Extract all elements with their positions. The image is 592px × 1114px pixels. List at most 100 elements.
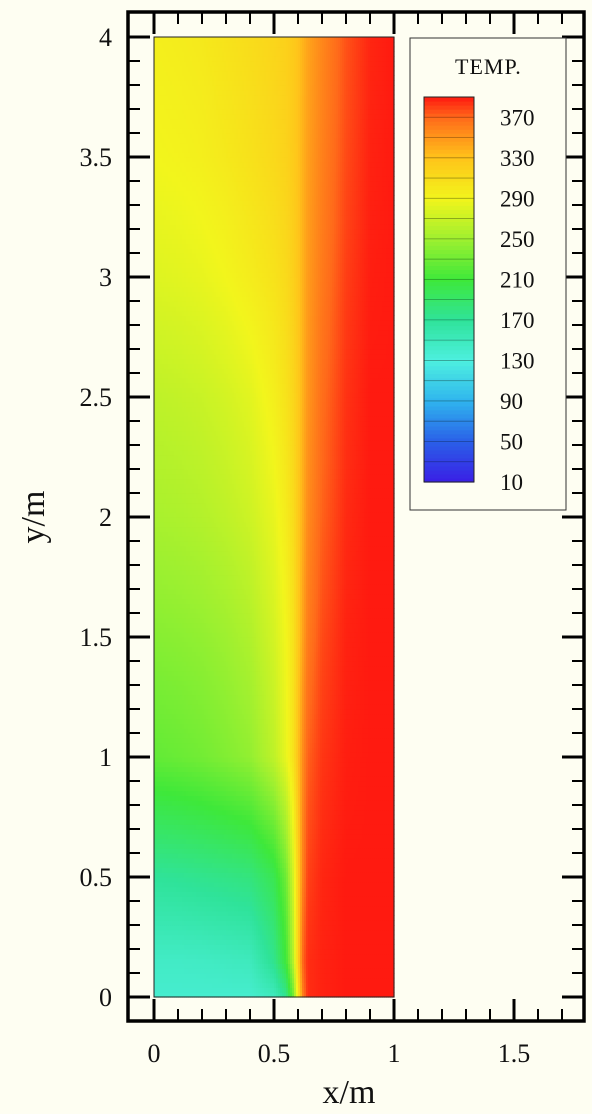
field-cell <box>284 862 287 868</box>
field-cell <box>212 977 215 984</box>
field-cell <box>392 857 395 864</box>
field-cell <box>166 853 169 859</box>
field-cell <box>232 982 235 988</box>
field-cell <box>354 958 357 964</box>
field-cell <box>186 891 189 897</box>
field-cell <box>154 939 157 945</box>
field-cell <box>280 886 283 892</box>
field-cell <box>192 910 195 916</box>
field-cell <box>250 987 253 993</box>
field-cell <box>308 992 311 998</box>
field-cell <box>256 944 259 950</box>
field-cell <box>186 853 189 859</box>
field-cell <box>384 848 387 854</box>
field-cell <box>350 915 353 921</box>
field-cell <box>358 848 361 854</box>
field-cell <box>376 987 379 993</box>
field-cell <box>176 848 179 854</box>
field-cell <box>284 896 287 902</box>
field-cell <box>350 953 353 960</box>
field-cell <box>238 944 241 950</box>
field-cell <box>186 992 189 998</box>
field-cell <box>196 915 199 921</box>
field-cell <box>240 881 243 888</box>
field-cell <box>202 953 205 960</box>
field-cell <box>344 867 347 873</box>
field-cell <box>162 992 165 998</box>
field-cell <box>162 843 165 849</box>
field-cell <box>242 881 245 888</box>
field-cell <box>234 905 237 912</box>
field-cell <box>288 987 291 993</box>
field-cell <box>190 862 193 868</box>
field-cell <box>270 992 273 998</box>
field-cell <box>266 896 269 902</box>
field-cell <box>190 833 193 840</box>
field-cell <box>248 929 251 936</box>
field-cell <box>188 915 191 921</box>
field-cell <box>236 953 239 960</box>
field-cell <box>306 973 309 979</box>
field-cell <box>190 939 193 945</box>
field-cell <box>232 973 235 979</box>
field-cell <box>296 833 299 840</box>
field-cell <box>284 886 287 892</box>
field-cell <box>352 910 355 916</box>
field-cell <box>228 867 231 873</box>
field-cell <box>268 944 271 950</box>
field-cell <box>366 977 369 984</box>
field-cell <box>330 977 333 984</box>
field-cell <box>336 958 339 964</box>
field-cell <box>292 848 295 854</box>
field-cell <box>324 920 327 926</box>
field-cell <box>206 982 209 988</box>
field-cell <box>216 939 219 945</box>
field-cell <box>174 833 177 840</box>
field-cell <box>238 886 241 892</box>
field-cell <box>392 838 395 844</box>
field-cell <box>358 949 361 955</box>
field-cell <box>358 896 361 902</box>
field-cell <box>384 881 387 888</box>
field-cell <box>274 915 277 921</box>
field-cell <box>172 910 175 916</box>
field-cell <box>166 838 169 844</box>
field-cell <box>192 905 195 912</box>
field-cell <box>192 934 195 940</box>
field-cell <box>380 886 383 892</box>
field-cell <box>388 838 391 844</box>
field-cell <box>160 896 163 902</box>
field-cell <box>350 973 353 979</box>
field-cell <box>168 838 171 844</box>
field-cell <box>176 838 179 844</box>
field-cell <box>194 833 197 840</box>
field-cell <box>304 838 307 844</box>
field-cell <box>182 973 185 979</box>
field-cell <box>248 881 251 888</box>
field-cell <box>318 881 321 888</box>
field-cell <box>346 982 349 988</box>
field-cell <box>392 896 395 902</box>
field-cell <box>286 901 289 907</box>
field-cell <box>354 968 357 974</box>
field-cell <box>216 963 219 969</box>
field-cell <box>154 977 157 984</box>
field-cell <box>238 925 241 931</box>
field-cell <box>320 925 323 931</box>
field-cell <box>170 977 173 984</box>
field-cell <box>158 901 161 907</box>
field-cell <box>154 881 157 888</box>
field-cell <box>326 910 329 916</box>
field-cell <box>190 982 193 988</box>
field-cell <box>188 877 191 883</box>
field-cell <box>364 886 367 892</box>
field-cell <box>334 901 337 907</box>
field-cell <box>274 920 277 926</box>
field-cell <box>362 939 365 945</box>
field-cell <box>168 963 171 969</box>
field-cell <box>300 891 303 897</box>
field-cell <box>352 867 355 873</box>
field-cell <box>182 953 185 960</box>
field-cell <box>356 857 359 864</box>
field-cell <box>156 963 159 969</box>
